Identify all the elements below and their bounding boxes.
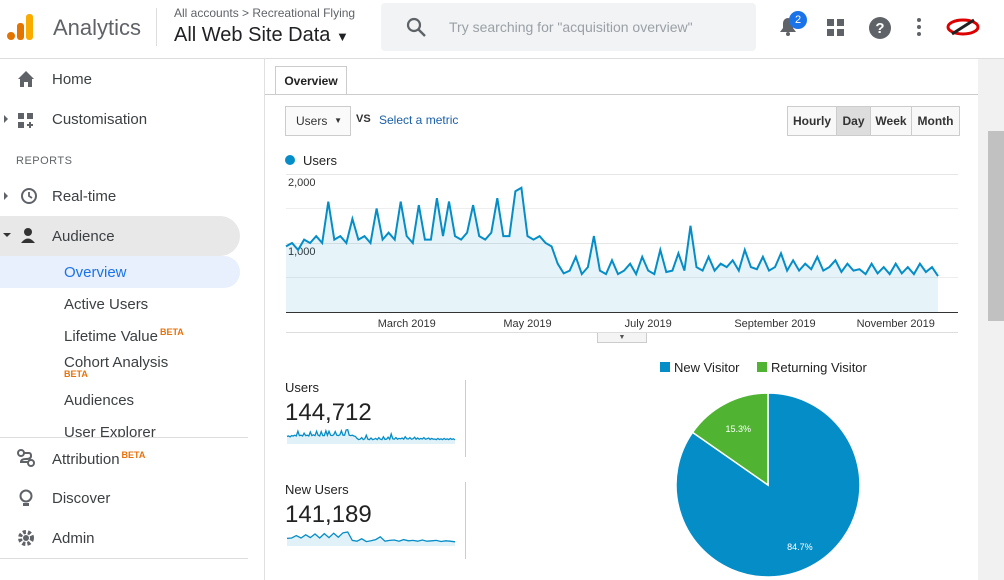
sidebar xyxy=(0,59,265,580)
period-button[interactable]: Week xyxy=(870,106,912,136)
attribution-icon xyxy=(17,449,35,467)
scroll-thumb[interactable] xyxy=(988,131,1004,321)
nav-user-explorer[interactable]: User Explorer xyxy=(64,424,156,437)
help-icon[interactable]: ? xyxy=(868,16,892,40)
account-avatar[interactable] xyxy=(946,16,980,38)
discover-icon xyxy=(19,489,33,506)
select-metric-link[interactable]: Select a metric xyxy=(379,113,459,127)
sparkline xyxy=(286,428,456,441)
logo xyxy=(7,14,33,40)
divider xyxy=(465,380,466,457)
audience-icon xyxy=(3,228,35,243)
sparkline-area xyxy=(287,429,455,444)
metric-select[interactable]: Users ▼ xyxy=(285,106,351,136)
period-button[interactable]: Month xyxy=(911,106,960,136)
x-tick-label: September 2019 xyxy=(734,318,815,330)
nav-overview[interactable]: Overview xyxy=(64,264,127,281)
nav-audience[interactable]: Audience xyxy=(52,228,115,245)
legend-dot xyxy=(285,155,295,165)
pie-label: 15.3% xyxy=(725,424,751,434)
x-tick-label: May 2019 xyxy=(503,318,551,330)
legend-swatch xyxy=(660,362,670,372)
nav-attribution[interactable]: Attribution BETA xyxy=(52,450,145,468)
tab[interactable]: Overview xyxy=(275,66,347,95)
pie-slice xyxy=(675,392,861,578)
sparkline xyxy=(286,531,456,543)
legend-label: New Visitor xyxy=(674,360,740,375)
beta-badge: BETA xyxy=(121,450,146,460)
nav-label[interactable]: Lifetime Value xyxy=(64,328,158,345)
line xyxy=(285,186,939,277)
legend-label: Returning Visitor xyxy=(771,360,868,375)
clip: User Explorer xyxy=(0,424,264,437)
breadcrumb-root[interactable]: All accounts xyxy=(174,6,239,20)
product-name: Analytics xyxy=(53,15,142,40)
nav-active-users[interactable]: Active Users xyxy=(64,296,149,313)
admin-icon xyxy=(18,530,34,546)
metric-value: 144,712 xyxy=(285,399,372,426)
metric-label: New Users xyxy=(285,482,349,497)
section-label: REPORTS xyxy=(16,155,73,167)
nav-realtime[interactable]: Real-time xyxy=(52,188,117,205)
legend-swatch xyxy=(757,362,767,372)
x-tick-label: March 2019 xyxy=(378,318,436,330)
overview-row[interactable] xyxy=(0,256,240,288)
x-tick-label: July 2019 xyxy=(625,318,672,330)
search-icon xyxy=(406,17,426,37)
customisation-icon xyxy=(4,113,33,128)
property-select[interactable]: All Web Site Data ▼ xyxy=(174,24,349,46)
legend-label: Users xyxy=(303,153,337,168)
search-box[interactable] xyxy=(381,3,756,51)
metric-name[interactable]: Users xyxy=(296,114,328,128)
nav-label[interactable]: Attribution xyxy=(52,451,120,468)
nav-home[interactable]: Home xyxy=(52,71,93,88)
period-button[interactable]: Hourly xyxy=(787,106,837,136)
divider xyxy=(156,8,157,46)
nav-lifetime-value[interactable]: Lifetime Value BETA xyxy=(64,327,184,345)
y-tick-label: 1,000 xyxy=(288,246,316,258)
vs-label: VS xyxy=(356,113,371,125)
beta-badge: BETA xyxy=(159,327,184,337)
search-placeholder[interactable]: Try searching for "acquisition overview" xyxy=(449,19,693,35)
metric-label: Users xyxy=(285,380,319,395)
nav-cohort[interactable]: Cohort Analysis xyxy=(64,354,169,371)
realtime-icon xyxy=(4,188,37,204)
y-tick-label: 2,000 xyxy=(288,177,316,189)
property-name[interactable]: All Web Site Data xyxy=(174,24,331,46)
divider xyxy=(0,558,248,559)
pie-slice xyxy=(691,392,769,487)
area xyxy=(286,187,938,312)
beta-badge: BETA xyxy=(64,369,88,379)
pie-label: 84.7% xyxy=(787,542,813,552)
scrollbar[interactable] xyxy=(978,59,1004,580)
divider xyxy=(465,482,466,559)
metric-value: 141,189 xyxy=(285,501,372,528)
audience-row[interactable] xyxy=(0,216,240,256)
apps-icon[interactable] xyxy=(826,18,846,38)
more-icon[interactable] xyxy=(914,17,924,39)
nav-audiences[interactable]: Audiences xyxy=(64,392,135,409)
divider xyxy=(0,437,248,438)
account-name[interactable]: Recreational Flying xyxy=(252,6,356,20)
breadcrumb[interactable]: All accounts > Recreational Flying xyxy=(174,6,356,20)
home-icon xyxy=(18,71,34,87)
sparkline-area xyxy=(287,532,455,546)
notification-count[interactable]: 2 xyxy=(789,11,807,29)
x-tick-label: November 2019 xyxy=(857,318,935,330)
svg-text:?: ? xyxy=(875,20,884,37)
nav-customisation[interactable]: Customisation xyxy=(52,111,148,128)
nav-admin[interactable]: Admin xyxy=(52,530,95,547)
top-bar xyxy=(0,0,1004,59)
tab-line xyxy=(265,94,978,95)
nav-discover[interactable]: Discover xyxy=(52,490,111,507)
